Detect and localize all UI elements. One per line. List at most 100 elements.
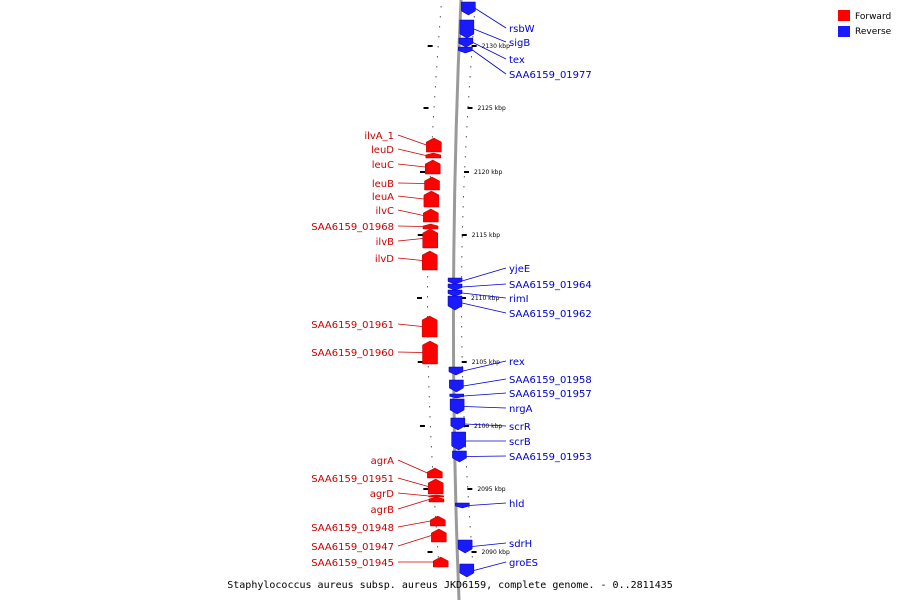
gene-forward-saa6159-01960: SAA6159_01960 <box>311 340 438 365</box>
gene-arrow <box>423 190 440 208</box>
gene-label: nrgA <box>509 404 533 415</box>
track-dot <box>462 376 464 378</box>
gene-arrow <box>458 46 473 54</box>
gene-arrow <box>428 496 445 503</box>
track-dot <box>461 236 463 238</box>
legend-swatch-reverse <box>838 26 850 37</box>
track-dot <box>428 396 430 398</box>
gene-arrow <box>425 159 441 175</box>
track-dot <box>433 106 435 108</box>
track-dot <box>462 226 464 228</box>
axis-ticks: 2130 kbp 2125 kbp 2120 kbp 2115 kbp 2110 kbp… <box>417 43 510 556</box>
legend-swatch-forward <box>838 10 850 21</box>
leader-line <box>397 323 423 327</box>
track-dot <box>437 556 439 558</box>
leader-line <box>472 42 507 60</box>
gene-label: agrD <box>370 489 395 500</box>
track-dot <box>429 426 431 428</box>
gene-arrow <box>449 379 464 393</box>
gene-arrow <box>424 176 440 191</box>
track-dot <box>463 176 465 178</box>
tick-mark <box>417 234 423 236</box>
track-dot <box>427 306 429 308</box>
gene-arrow <box>432 556 449 568</box>
leader-line <box>397 163 426 168</box>
leader-line <box>475 8 507 29</box>
tick-mark <box>471 45 477 47</box>
gene-arrow <box>447 295 463 311</box>
gene-label: SAA6159_01945 <box>311 558 394 569</box>
leader-line <box>461 302 507 314</box>
track-dot <box>473 16 475 18</box>
leader-line <box>397 535 432 547</box>
tick-mark <box>467 488 473 490</box>
gene-arrow <box>427 467 443 479</box>
gene-label: scrR <box>509 422 531 433</box>
gene-label: hld <box>509 499 524 510</box>
track-dot <box>462 216 464 218</box>
track-dot <box>439 16 441 18</box>
gene-reverse-saa6159-01957: SAA6159_01957 <box>449 389 592 400</box>
track-dot <box>466 476 468 478</box>
gene-arrow <box>425 152 442 159</box>
leader-line <box>397 134 427 146</box>
track-dot <box>429 406 431 408</box>
track-dot <box>466 126 468 128</box>
gene-label: leuA <box>372 192 394 203</box>
track-dot <box>428 376 430 378</box>
tick-mark <box>467 107 473 109</box>
gene-label: SAA6159_01977 <box>509 70 592 81</box>
gene-arrow <box>451 431 466 451</box>
track-dot <box>429 416 431 418</box>
track-dot <box>472 36 474 38</box>
tick-label: 2090 kbp <box>482 549 510 556</box>
track-dot <box>468 86 470 88</box>
tick-label: 2100 kbp <box>474 423 502 430</box>
leader-line <box>397 182 425 184</box>
gene-label: SAA6159_01951 <box>311 474 394 485</box>
leader-line <box>472 49 507 75</box>
gene-label: ilvB <box>376 237 394 248</box>
leader-line <box>397 520 431 528</box>
gene-arrow <box>447 283 463 291</box>
track-dot <box>471 556 473 558</box>
gene-arrow <box>455 502 470 509</box>
track-dot <box>434 96 436 98</box>
reverse-genes: rsbW sigB tex SAA6159_01977 yjeE SAA6159_0196… <box>447 1 592 578</box>
tick-label: 2125 kbp <box>477 105 505 112</box>
track-dot <box>467 106 469 108</box>
tick-mark <box>417 297 423 299</box>
legend: Forward Reverse <box>838 10 892 37</box>
leader-line <box>397 238 423 242</box>
track-dot <box>438 36 440 38</box>
leader-line <box>397 209 424 216</box>
gene-arrow <box>422 340 438 365</box>
gene-label: ilvA_1 <box>364 131 394 142</box>
tick-label: 2115 kbp <box>472 232 500 239</box>
gene-reverse-rex: rex <box>448 357 525 376</box>
gene-reverse-sigb: sigB <box>459 19 530 49</box>
gene-reverse-scrb: scrB <box>451 431 531 451</box>
gene-reverse-rimi: rimI <box>447 289 529 305</box>
gene-label: leuD <box>371 145 394 156</box>
gene-reverse-saa6159-01953: SAA6159_01953 <box>452 450 592 463</box>
track-dot <box>469 526 471 528</box>
leader-line <box>469 502 507 506</box>
track-dot <box>427 276 429 278</box>
gene-forward-agra: agrA <box>371 456 443 479</box>
gene-arrow <box>450 417 466 431</box>
gene-label: SAA6159_01960 <box>311 348 394 359</box>
track-dot <box>461 276 463 278</box>
gene-label: SAA6159_01953 <box>509 452 592 463</box>
gene-label: sigB <box>509 38 530 49</box>
gene-label: SAA6159_01961 <box>311 320 394 331</box>
track-dot <box>437 546 439 548</box>
gene-arrow <box>430 515 446 527</box>
track-dot <box>461 346 463 348</box>
gene-forward-ilvd: ilvD <box>375 250 438 271</box>
gene-arrow <box>457 539 473 554</box>
track-dot <box>435 526 437 528</box>
legend-label-reverse: Reverse <box>855 27 892 37</box>
track-dot <box>427 296 429 298</box>
